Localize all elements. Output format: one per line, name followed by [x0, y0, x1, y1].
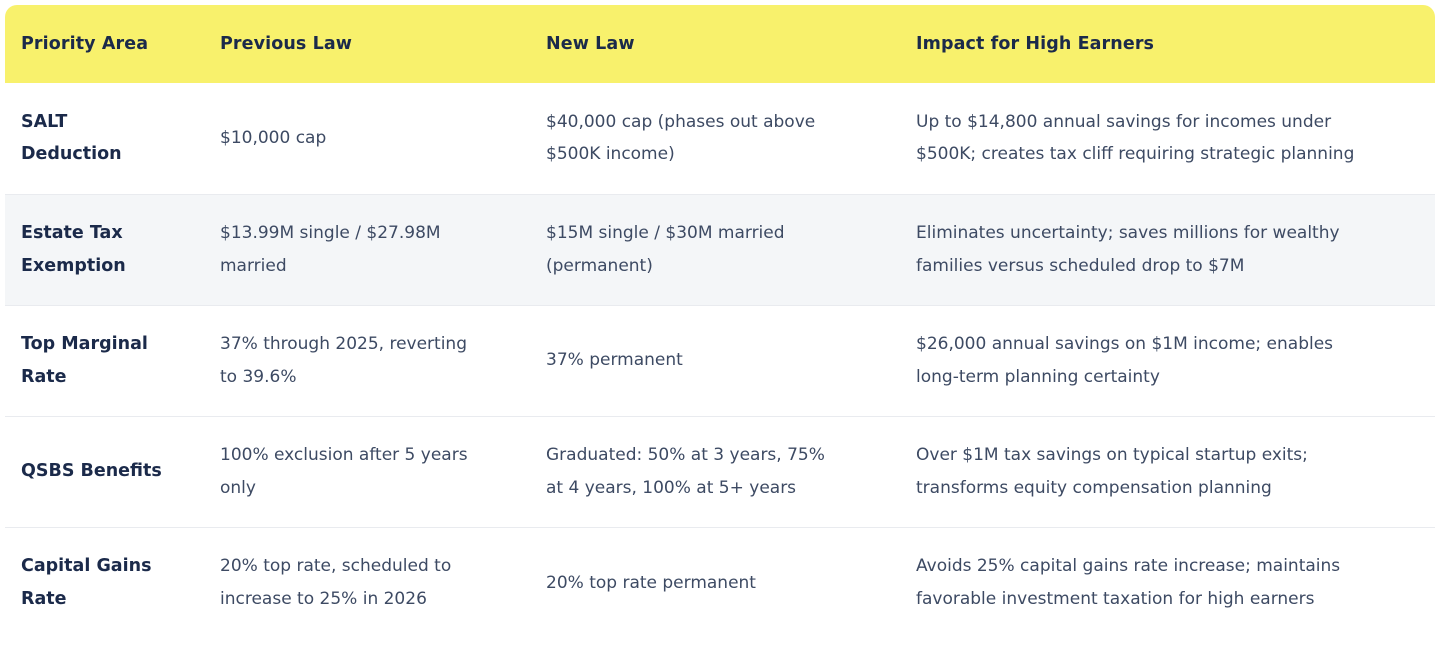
cell-previous-law: $13.99M single / $27.98M married — [220, 193, 546, 305]
column-header-priority-area: Priority Area — [5, 5, 220, 83]
table-row: SALT Deduction $10,000 cap $40,000 cap (… — [5, 83, 1435, 194]
cell-impact: Avoids 25% capital gains rate increase; … — [916, 526, 1435, 638]
tax-comparison-table: Priority Area Previous Law New Law Impac… — [5, 5, 1435, 638]
column-header-previous-law: Previous Law — [220, 5, 546, 83]
cell-priority-area: QSBS Benefits — [5, 415, 220, 527]
cell-previous-law: $10,000 cap — [220, 128, 327, 149]
cell-impact: Over $1M tax savings on typical startup … — [916, 415, 1435, 527]
cell-new-law: Graduated: 50% at 3 years, 75% at 4 year… — [546, 415, 916, 527]
cell-new-law: 20% top rate permanent — [546, 526, 916, 638]
table-row: Top Marginal Rate 37% through 2025, reve… — [5, 304, 1435, 416]
cell-new-law: $15M single / $30M married (permanent) — [546, 193, 916, 305]
column-header-impact: Impact for High Earners — [916, 5, 1435, 83]
table-header-row: Priority Area Previous Law New Law Impac… — [5, 5, 1435, 83]
cell-priority-area: Top Marginal Rate — [5, 304, 220, 416]
cell-impact: Up to $14,800 annual savings for incomes… — [916, 111, 1355, 165]
cell-new-law: $40,000 cap (phases out above $500K inco… — [546, 111, 816, 165]
cell-impact: Eliminates uncertainty; saves millions f… — [916, 193, 1435, 305]
tax-comparison-card: Priority Area Previous Law New Law Impac… — [5, 5, 1435, 645]
cell-impact: $26,000 annual savings on $1M income; en… — [916, 304, 1435, 416]
column-header-new-law: New Law — [546, 5, 916, 83]
cell-previous-law: 100% exclusion after 5 years only — [220, 415, 546, 527]
cell-previous-law: 37% through 2025, reverting to 39.6% — [220, 304, 546, 416]
table-row: QSBS Benefits 100% exclusion after 5 yea… — [5, 415, 1435, 527]
cell-new-law: 37% permanent — [546, 304, 916, 416]
cell-priority-area: SALT Deduction — [21, 111, 122, 165]
cell-priority-area: Estate Tax Exemption — [5, 193, 220, 305]
table-row: Estate Tax Exemption $13.99M single / $2… — [5, 193, 1435, 305]
table-row: Capital Gains Rate 20% top rate, schedul… — [5, 526, 1435, 638]
cell-priority-area: Capital Gains Rate — [5, 526, 220, 638]
cell-previous-law: 20% top rate, scheduled to increase to 2… — [220, 526, 546, 638]
